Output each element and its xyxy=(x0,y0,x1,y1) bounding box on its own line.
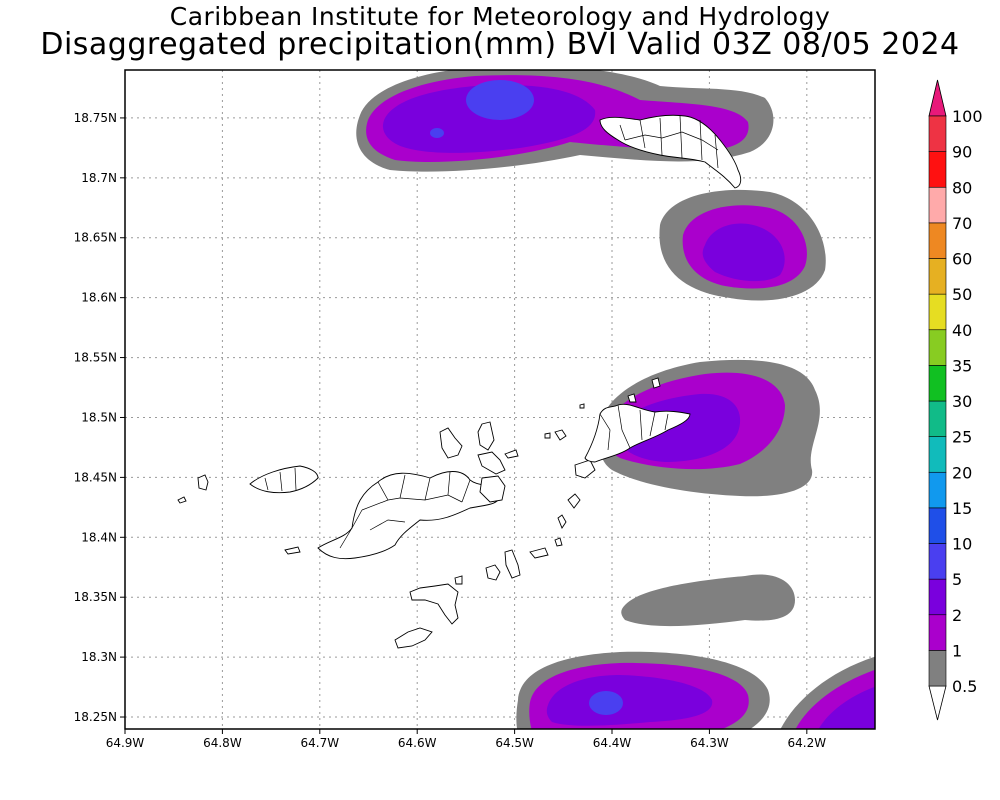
precip-blob-east-upper xyxy=(659,189,826,301)
x-tick-label: 64.6W xyxy=(398,736,437,750)
colorbar-swatch xyxy=(928,293,947,331)
colorbar-swatch xyxy=(928,400,947,437)
colorbar-swatch xyxy=(928,578,947,616)
y-tick-label: 18.5N xyxy=(81,410,117,424)
y-tick-label: 18.45N xyxy=(74,470,117,484)
colorbar-swatch xyxy=(928,258,947,295)
colorbar-swatch xyxy=(928,436,947,473)
colorbar-swatch xyxy=(928,186,947,224)
colorbar-swatch xyxy=(928,329,947,366)
colorbar-swatch xyxy=(928,614,947,651)
colorbar-label: 35 xyxy=(952,356,972,375)
y-tick-label: 18.55N xyxy=(74,351,117,365)
colorbar-swatch xyxy=(928,151,947,188)
colorbar-label: 40 xyxy=(952,321,972,340)
colorbar-label: 15 xyxy=(952,499,972,518)
precip-blob-south-east xyxy=(780,656,875,729)
colorbar-swatch xyxy=(928,507,947,544)
precip-blob-south-middle xyxy=(516,651,770,729)
anegada-island xyxy=(599,114,742,189)
colorbar-label: 60 xyxy=(952,250,972,269)
colorbar-label: 25 xyxy=(952,428,972,447)
virgin-gorda-island xyxy=(584,403,691,463)
tortola-island xyxy=(317,471,501,560)
precip-blob-east-middle xyxy=(599,359,820,497)
colorbar-swatch xyxy=(928,650,947,687)
x-tick-label: 64.5W xyxy=(495,736,534,750)
y-axis: 18.25N 18.3N 18.35N 18.4N 18.45N 18.5N 18.55N 1… xyxy=(74,111,125,724)
colorbar-label: 90 xyxy=(952,143,972,162)
plot-area xyxy=(125,70,875,729)
map-subtitle: Disaggregated precipitation(mm) BVI Vali… xyxy=(40,27,960,62)
colorbar-swatch xyxy=(928,115,947,152)
y-tick-label: 18.7N xyxy=(81,171,117,185)
colorbar-label: 10 xyxy=(952,535,972,554)
x-tick-label: 64.7W xyxy=(301,736,340,750)
x-tick-label: 64.8W xyxy=(203,736,242,750)
colorbar-label: 70 xyxy=(952,214,972,233)
colorbar-label: 0.5 xyxy=(952,677,977,696)
colorbar-bottom-arrow xyxy=(928,685,947,721)
y-tick-label: 18.35N xyxy=(74,590,117,604)
colorbar-label: 100 xyxy=(952,107,983,126)
colorbar-label: 50 xyxy=(952,285,972,304)
colorbar-label: 30 xyxy=(952,392,972,411)
y-tick-label: 18.65N xyxy=(74,231,117,245)
colorbar-label: 5 xyxy=(952,570,962,589)
precip-blob-east-lower xyxy=(621,574,795,627)
y-tick-label: 18.4N xyxy=(81,530,117,544)
x-axis: 64.9W 64.8W 64.7W 64.6W 64.5W 64.4W 64.3W 64.2W xyxy=(106,729,827,750)
y-tick-label: 18.25N xyxy=(74,710,117,724)
x-tick-label: 64.9W xyxy=(106,736,145,750)
plot-frame xyxy=(124,69,876,730)
precipitation-fields xyxy=(356,70,875,729)
colorbar-swatch xyxy=(928,471,947,509)
colorbar-swatch xyxy=(928,222,947,259)
x-tick-label: 64.3W xyxy=(690,736,729,750)
island-outlines xyxy=(177,114,742,649)
colorbar-label: 2 xyxy=(952,606,962,625)
x-tick-label: 64.4W xyxy=(593,736,632,750)
colorbar-label: 20 xyxy=(952,463,972,482)
colorbar-top-arrow xyxy=(928,79,947,117)
y-tick-label: 18.6N xyxy=(81,291,117,305)
map-title: Caribbean Institute for Meteorology and … xyxy=(169,2,831,31)
colorbar-swatch xyxy=(928,543,947,580)
y-tick-label: 18.3N xyxy=(81,650,117,664)
colorbar-label: 1 xyxy=(952,641,962,660)
colorbar-label: 80 xyxy=(952,178,972,197)
jost-van-dyke-island xyxy=(249,465,319,494)
y-tick-label: 18.75N xyxy=(74,111,117,125)
colorbar-swatch xyxy=(928,365,947,402)
x-tick-label: 64.2W xyxy=(788,736,827,750)
